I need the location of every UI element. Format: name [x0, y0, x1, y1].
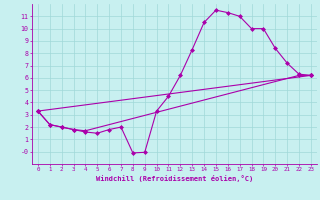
X-axis label: Windchill (Refroidissement éolien,°C): Windchill (Refroidissement éolien,°C) [96, 175, 253, 182]
